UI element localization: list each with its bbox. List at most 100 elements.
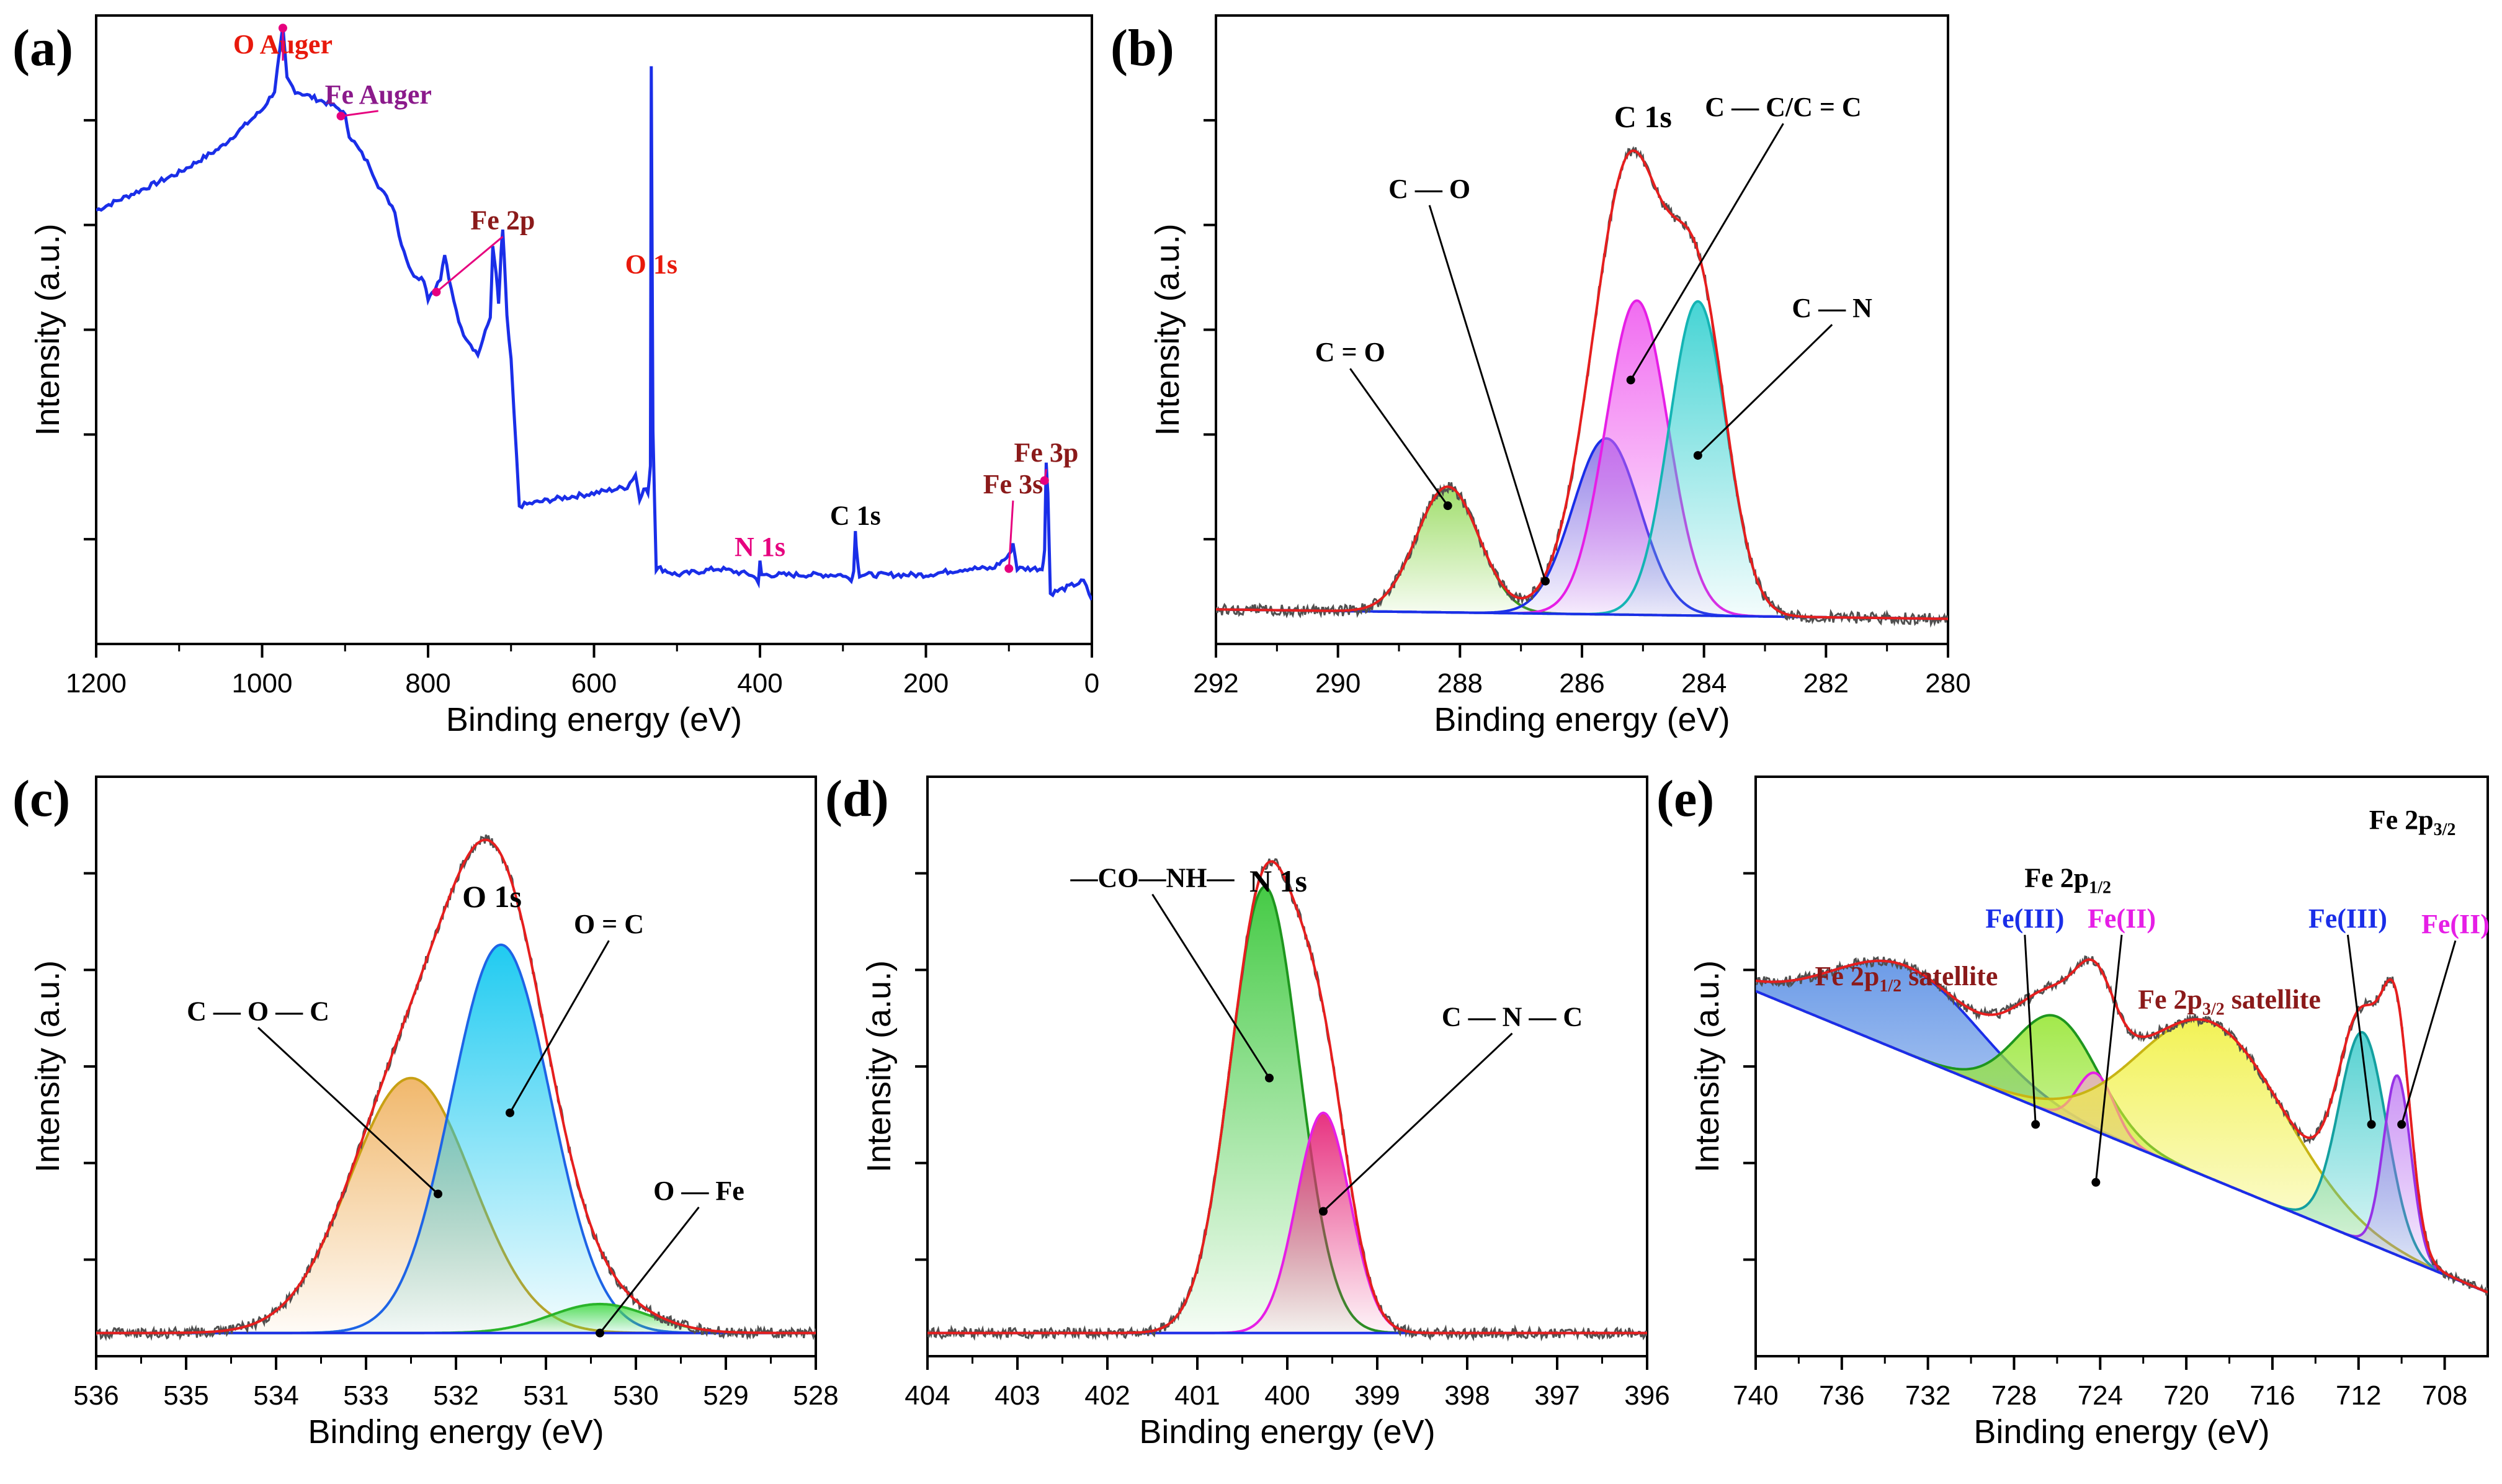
baseline xyxy=(1756,990,2488,1294)
x-tick-label: 1200 xyxy=(66,668,127,699)
x-tick-label: 398 xyxy=(1444,1380,1490,1411)
x-tick-label: 533 xyxy=(343,1380,388,1411)
annotation-label: O — Fe xyxy=(653,1176,744,1206)
annotation-arrowhead xyxy=(1004,564,1014,573)
x-tick-label: 290 xyxy=(1315,668,1360,699)
annotation-arrowhead xyxy=(1541,576,1550,586)
annotation-arrowhead xyxy=(278,24,287,33)
annotation-label: Fe Auger xyxy=(325,79,432,110)
peak-title: N 1s xyxy=(1249,864,1307,898)
annotation-label: Fe 2p1/2 xyxy=(2024,862,2111,897)
annotation-label: Fe 2p3/2 satellite xyxy=(2138,985,2321,1019)
x-axis-label: Binding energy (eV) xyxy=(1973,1413,2269,1450)
annotation-label: C — O xyxy=(1388,174,1470,204)
annotation-arrowhead xyxy=(1319,1207,1328,1216)
component-fill xyxy=(1756,991,2488,1293)
x-tick-label: 284 xyxy=(1681,668,1727,699)
annotation-arrow xyxy=(2024,934,2037,1125)
annotation-arrow xyxy=(509,940,610,1114)
peak-title: O 1s xyxy=(462,879,522,914)
annotation-label: N 1s xyxy=(735,532,785,562)
panel-label: (a) xyxy=(12,19,73,77)
annotation-arrow xyxy=(341,110,378,117)
x-tick-label: 531 xyxy=(523,1380,568,1411)
annotation-label: Fe(III) xyxy=(1985,903,2064,934)
x-tick-label: 403 xyxy=(994,1380,1040,1411)
annotation-arrowhead xyxy=(2367,1120,2376,1129)
annotation-label: C = O xyxy=(1315,337,1385,367)
annotation-arrowhead xyxy=(2031,1120,2040,1129)
annotation-arrowhead xyxy=(2091,1178,2101,1187)
annotation-label: C — N — C xyxy=(1442,1002,1583,1032)
x-tick-label: 292 xyxy=(1193,668,1238,699)
annotation-arrowhead xyxy=(1040,476,1049,485)
x-tick-label: 728 xyxy=(1991,1380,2037,1411)
plot-area xyxy=(96,25,1092,601)
x-tick-label: 530 xyxy=(613,1380,658,1411)
x-tick-label: 529 xyxy=(703,1380,748,1411)
x-tick-label: 282 xyxy=(1803,668,1849,699)
plot-frame xyxy=(95,14,1093,645)
series-fit xyxy=(96,838,816,1334)
x-tick-label: 399 xyxy=(1354,1380,1400,1411)
x-tick-label: 532 xyxy=(433,1380,478,1411)
x-tick-label: 708 xyxy=(2422,1380,2467,1411)
annotation-arrow xyxy=(2400,940,2457,1125)
annotation-arrow xyxy=(1428,205,1547,582)
x-tick-label: 397 xyxy=(1534,1380,1579,1411)
x-tick-label: 716 xyxy=(2250,1380,2295,1411)
x-tick-label: 528 xyxy=(793,1380,838,1411)
annotation-label: C — O — C xyxy=(187,996,329,1026)
annotation-label: C — N xyxy=(1792,293,1872,323)
x-tick-label: 404 xyxy=(905,1380,950,1411)
x-tick-label: 396 xyxy=(1624,1380,1669,1411)
annotation-label: Fe 2p3/2 xyxy=(2369,805,2456,839)
panel-label: (d) xyxy=(825,770,889,828)
annotation-arrow xyxy=(1151,893,1271,1079)
panel-c: (c) 536 535 534 533 532 531 530 529 528 Binding en… xyxy=(12,770,839,1450)
x-tick-label: 800 xyxy=(405,668,450,699)
x-tick-label: 400 xyxy=(1264,1380,1310,1411)
y-axis-label: Intensity (a.u.) xyxy=(1689,960,1726,1173)
annotation-arrow xyxy=(257,1027,439,1195)
annotation-arrowhead xyxy=(1693,451,1702,460)
annotation-label: O 1s xyxy=(625,249,677,279)
x-tick-label: 740 xyxy=(1733,1380,1778,1411)
annotation-arrow xyxy=(599,1206,700,1334)
x-tick-label: 534 xyxy=(253,1380,298,1411)
panel-label: (b) xyxy=(1110,19,1174,77)
y-axis-label: Intensity (a.u.) xyxy=(860,960,898,1173)
component-fill xyxy=(1216,486,1948,619)
series-fit xyxy=(927,860,1647,1334)
series-fit xyxy=(1756,958,2488,1294)
annotation-arrowhead xyxy=(506,1108,514,1117)
x-tick-label: 402 xyxy=(1084,1380,1130,1411)
annotation-arrow xyxy=(2346,934,2373,1125)
x-tick-label: 400 xyxy=(737,668,782,699)
x-axis-label: Binding energy (eV) xyxy=(308,1413,604,1450)
series-fit xyxy=(1216,149,1948,620)
peak-title: C 1s xyxy=(1614,99,1672,134)
annotation-arrow xyxy=(2094,934,2123,1182)
annotation-arrow xyxy=(1697,324,1833,457)
x-tick-label: 288 xyxy=(1437,668,1483,699)
component-fill xyxy=(1756,960,2488,1293)
annotation-label: Fe 3p xyxy=(1014,437,1078,468)
annotation-arrow xyxy=(1630,123,1784,381)
annotation-arrowhead xyxy=(434,1189,442,1199)
panel-e: (e) 740 736 732 728 724 720 716 712 708 Binding en… xyxy=(1656,770,2490,1450)
x-tick-label: 720 xyxy=(2163,1380,2209,1411)
panel-label: (e) xyxy=(1656,770,1714,828)
plot-area xyxy=(1216,146,1948,628)
annotation-label: Fe 3s xyxy=(983,469,1043,499)
annotation-arrowhead xyxy=(336,112,346,121)
panel-d: (d) 404 403 402 401 400 399 398 397 396 Binding en… xyxy=(825,770,1670,1450)
x-tick-label: 732 xyxy=(1905,1380,1950,1411)
series-experimental xyxy=(1756,955,2488,1296)
annotation-arrow xyxy=(436,236,504,293)
annotation-label: Fe 2p1/2 satellite xyxy=(1815,961,1998,996)
x-tick-label: 724 xyxy=(2078,1380,2123,1411)
x-axis-label: Binding energy (eV) xyxy=(1434,701,1730,738)
